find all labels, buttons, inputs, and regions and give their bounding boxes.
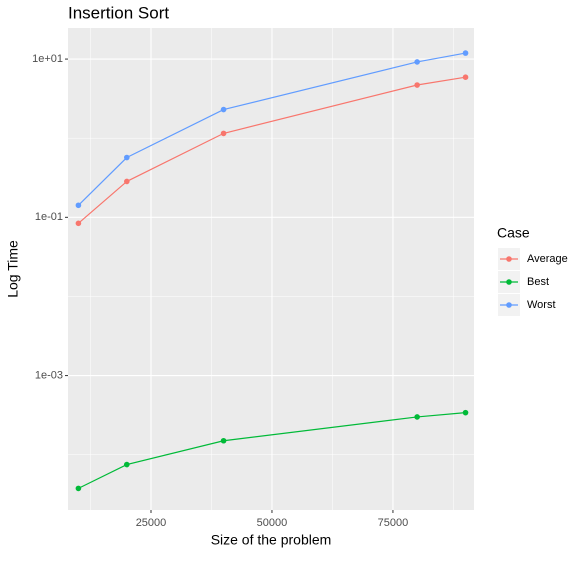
legend-label: Best bbox=[527, 276, 549, 288]
chart-title: Insertion Sort bbox=[68, 3, 169, 22]
data-point bbox=[220, 437, 227, 444]
data-point bbox=[414, 59, 420, 65]
data-point bbox=[414, 414, 420, 420]
data-point bbox=[220, 130, 227, 137]
x-tick-label: 25000 bbox=[136, 517, 167, 529]
y-tick-label: 1e-03 bbox=[35, 369, 63, 381]
data-point bbox=[75, 220, 82, 227]
legend-key-point bbox=[506, 279, 512, 285]
x-tick-label: 50000 bbox=[257, 517, 288, 529]
data-point bbox=[462, 409, 469, 416]
legend-key-point bbox=[506, 302, 512, 308]
legend-label: Average bbox=[527, 253, 568, 265]
x-axis-title: Size of the problem bbox=[211, 532, 332, 548]
y-axis-title: Log Time bbox=[5, 240, 21, 298]
panel bbox=[68, 28, 474, 510]
data-point bbox=[75, 202, 82, 209]
data-point bbox=[220, 106, 227, 113]
data-point bbox=[414, 82, 420, 88]
x-tick-label: 75000 bbox=[378, 517, 409, 529]
y-tick-label: 1e+01 bbox=[32, 53, 63, 65]
legend-key-point bbox=[506, 256, 512, 262]
data-point bbox=[462, 74, 469, 81]
y-tick-label: 1e-01 bbox=[35, 211, 63, 223]
data-point bbox=[123, 461, 130, 468]
data-point bbox=[123, 178, 130, 185]
data-point bbox=[462, 50, 469, 56]
data-point bbox=[75, 485, 82, 492]
legend-label: Worst bbox=[527, 299, 556, 311]
data-point bbox=[123, 154, 130, 161]
legend-title: Case bbox=[497, 225, 530, 241]
